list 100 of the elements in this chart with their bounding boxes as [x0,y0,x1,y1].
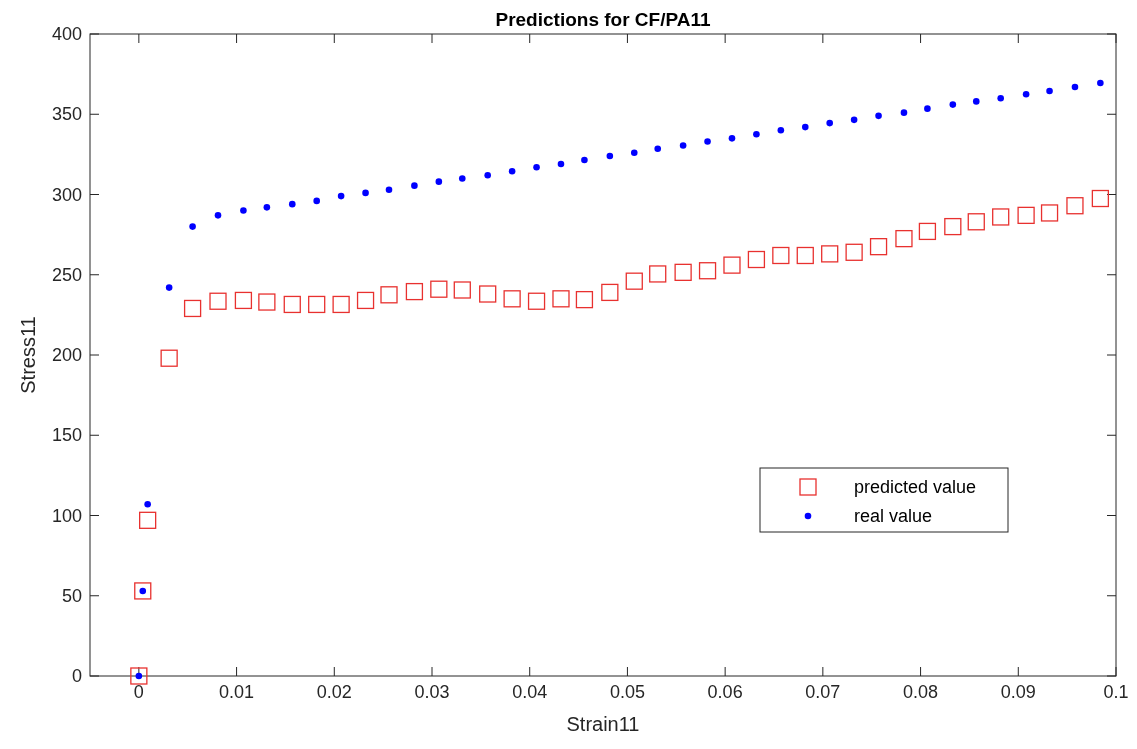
point [944,217,962,236]
x-tick-label: 0.1 [1103,682,1129,702]
point [845,243,863,261]
y-tick-label: 150 [51,425,82,446]
point [924,105,931,112]
point [385,186,393,193]
point [679,142,687,149]
point [240,207,247,214]
point [283,295,301,314]
point [380,286,398,304]
x-tick-label: 0.02 [316,682,352,702]
point [1040,204,1059,222]
point [601,283,619,302]
point [165,284,173,291]
point [1017,206,1035,225]
point [362,189,369,197]
point [772,246,790,265]
point [992,208,1010,226]
y-tick-label: 100 [51,505,82,526]
point [234,291,253,310]
point [997,94,1004,102]
point [581,156,588,164]
point [288,200,296,208]
point [484,171,491,179]
point [214,212,222,219]
x-tick-label: 0.06 [707,682,743,702]
point [606,152,614,160]
point [918,222,937,241]
point [160,349,178,367]
x-tick-label: 0.05 [609,682,645,702]
point [895,229,913,248]
point [1022,90,1030,98]
y-tick-label: 250 [51,264,82,285]
point [405,282,424,301]
point [850,116,858,124]
point [575,290,594,309]
chart-title: Predictions for CF/PA11 [495,9,711,30]
point [1046,87,1053,95]
x-axis-title: Strain11 [566,713,640,735]
x-tick-label: 0 [133,682,144,702]
point [130,667,148,685]
point [144,500,151,508]
point [503,290,521,308]
legend-label: predicted value [854,477,977,497]
point [453,281,471,299]
point [967,213,985,231]
point [796,246,814,265]
point [313,197,320,205]
point [1091,189,1110,208]
point [458,175,466,182]
point [728,135,736,142]
point [552,290,570,308]
point [1071,83,1079,91]
point [698,262,717,280]
point [753,131,760,138]
point [1066,197,1084,215]
y-tick-label: 200 [51,345,82,365]
point [527,292,546,310]
y-tick-label: 0 [71,666,82,686]
point [723,256,741,274]
point [826,119,833,127]
point [508,167,516,175]
point [801,123,809,131]
point [356,291,375,310]
point [189,223,196,230]
point [704,138,711,145]
point [654,145,662,153]
x-tick-label: 0.01 [219,682,255,702]
point [134,582,152,600]
legend-label: real value [854,506,933,526]
y-tick-label: 50 [61,585,82,606]
x-tick-label: 0.08 [903,682,939,702]
point [411,182,418,189]
point [337,192,345,200]
y-tick-label: 400 [51,24,82,44]
y-tick-label: 300 [51,184,82,205]
point [625,272,643,290]
point [183,299,202,318]
point [308,295,326,314]
point [332,295,350,314]
point [869,238,888,256]
point [435,178,443,185]
point [821,245,839,263]
point [649,265,667,283]
point [972,98,980,105]
point [209,292,227,310]
point [1097,79,1104,87]
point [900,109,908,116]
point [533,163,540,171]
point [263,204,271,211]
point [875,112,882,120]
point [747,250,766,269]
point [777,127,785,134]
y-axis-title: Stress11 [17,316,39,394]
point [949,101,957,108]
point [430,280,448,298]
x-tick-label: 0.03 [414,682,450,702]
point [557,160,565,168]
x-tick-label: 0.07 [805,682,841,702]
point [139,511,157,529]
